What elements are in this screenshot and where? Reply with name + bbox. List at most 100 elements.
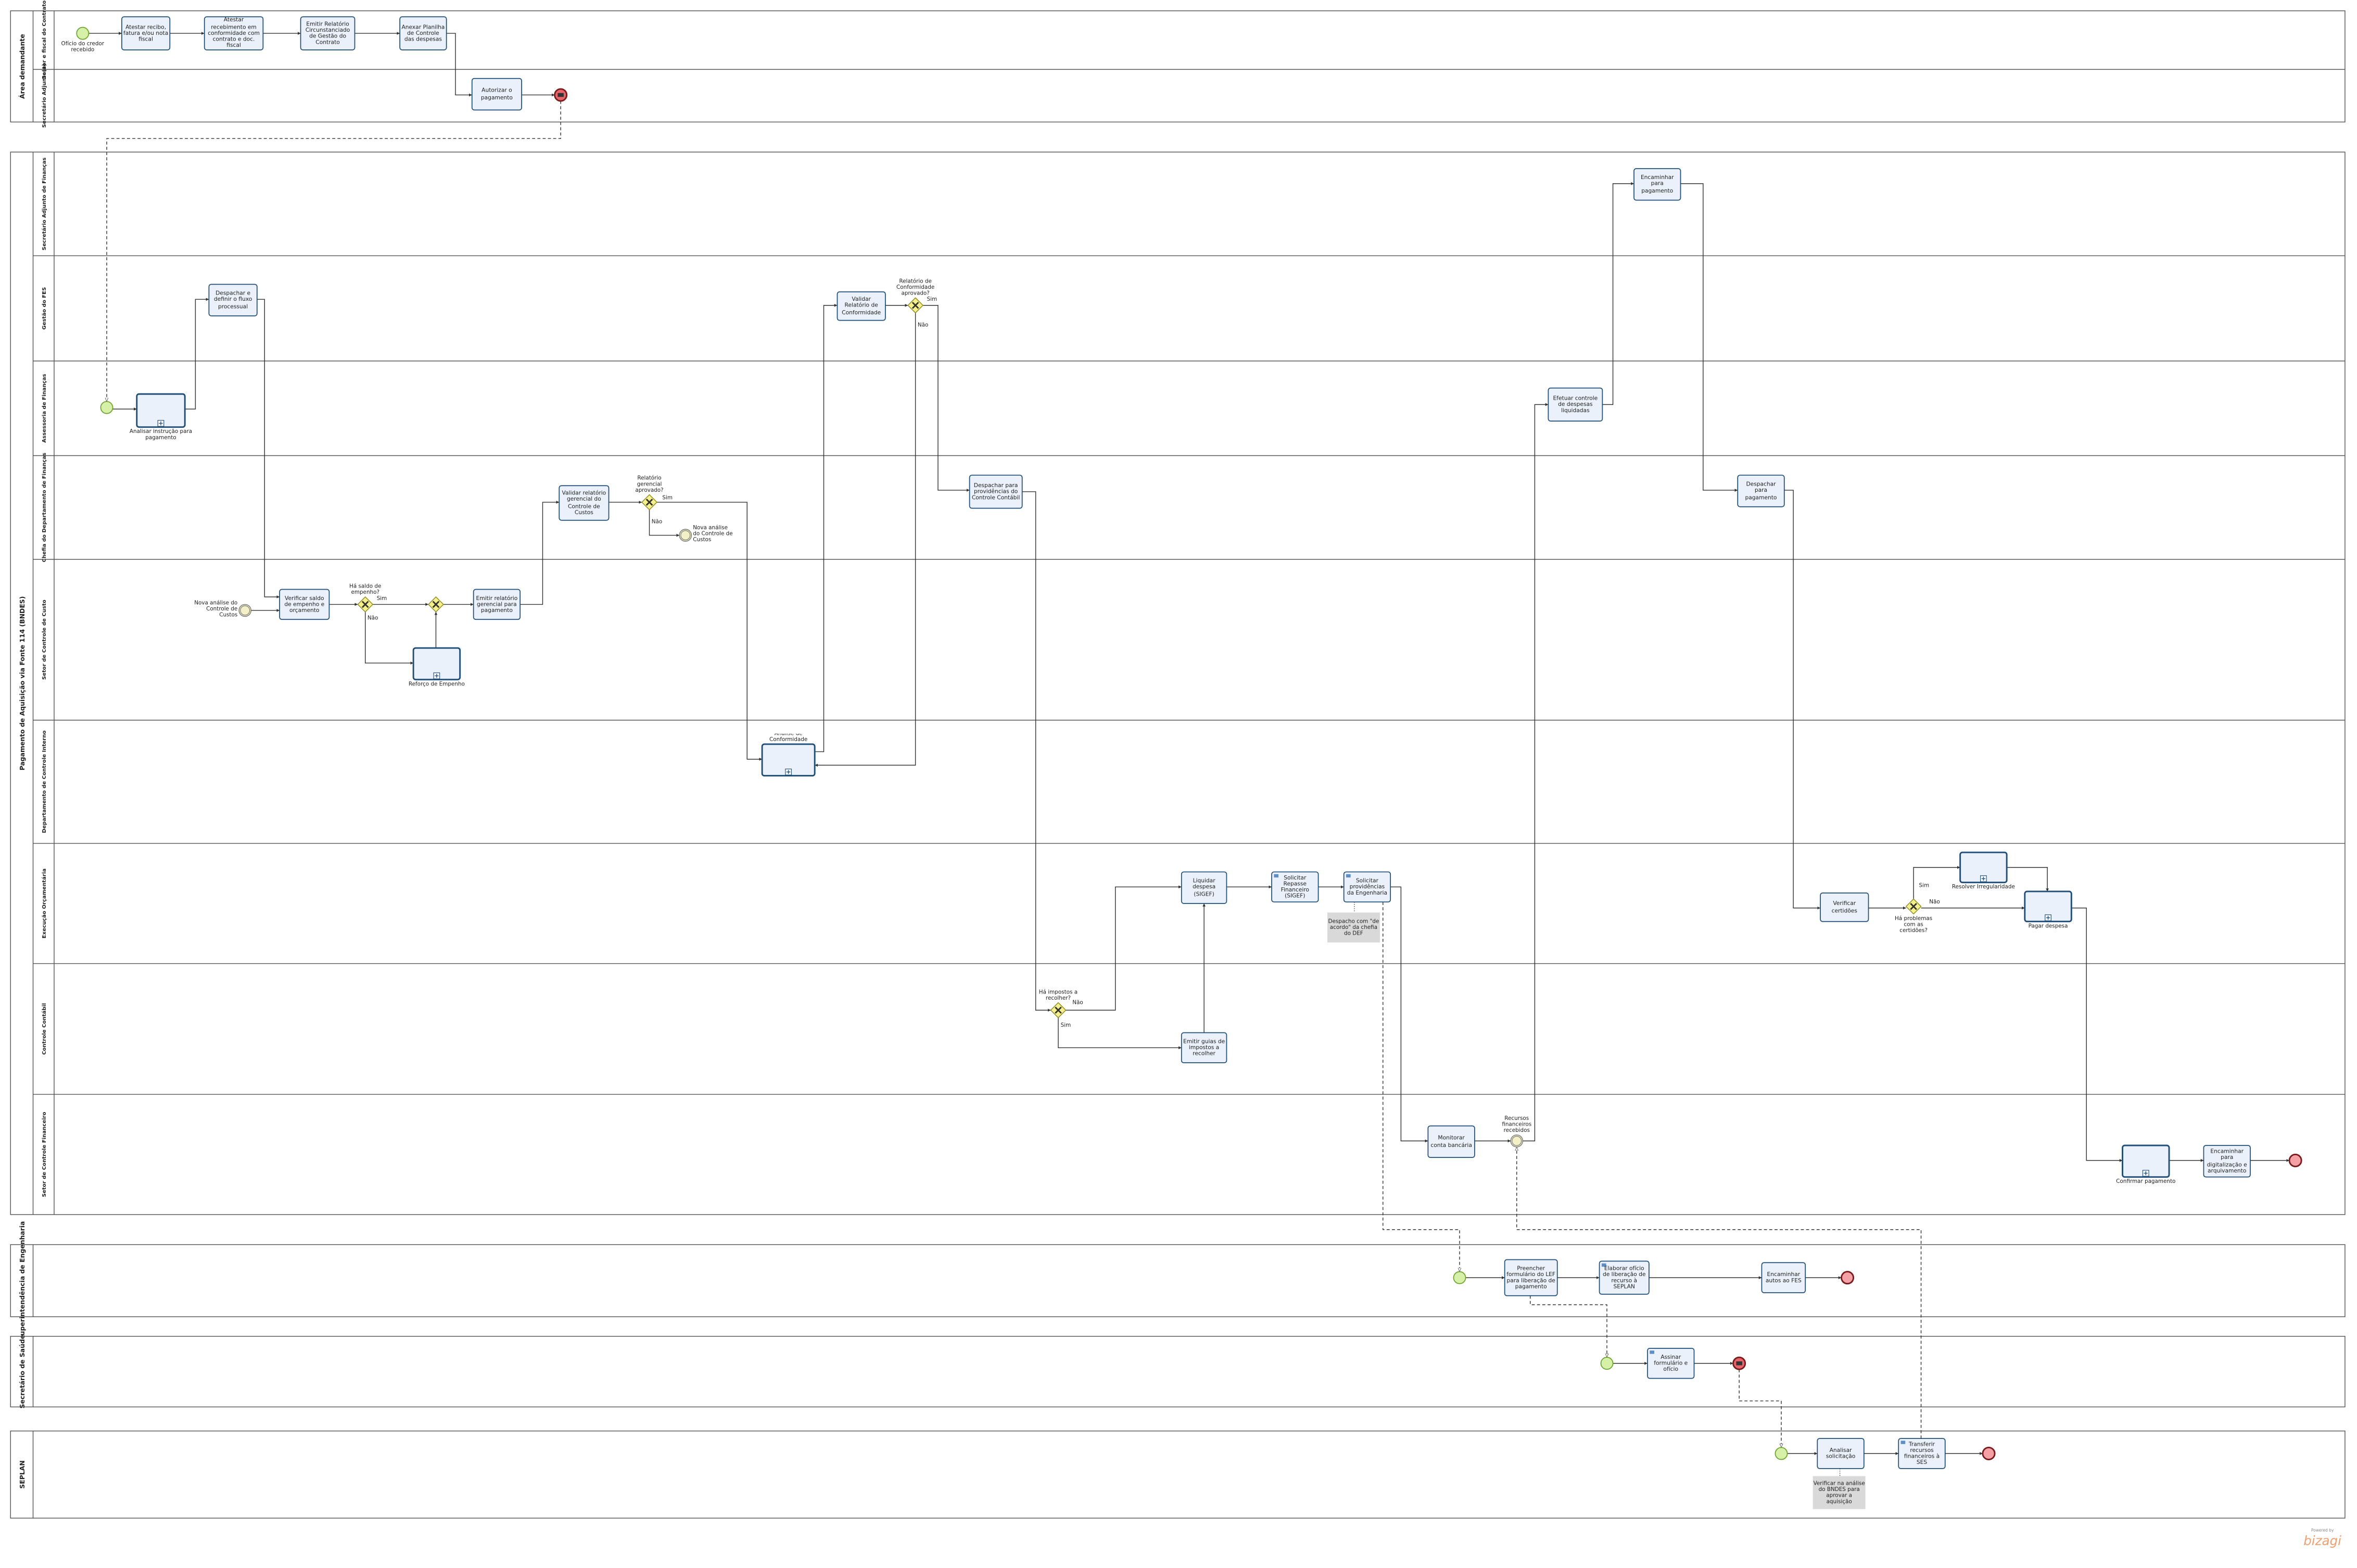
- pool: [10, 1336, 2346, 1408]
- annotation-box: Verificar na análise do BNDES para aprov…: [1813, 1476, 1866, 1509]
- subprocess-label-box: Pagar despesa: [2029, 923, 2068, 929]
- sequence-flow: [1066, 885, 1182, 1011]
- task-icon: [1900, 1440, 1906, 1444]
- task: [399, 16, 447, 50]
- task-label: Encaminhar autos ao FES: [1765, 1271, 1802, 1284]
- task-label-box: Efetuar controle de despesas liquidadas: [1553, 394, 1598, 414]
- start-event: [76, 27, 90, 40]
- flow-label: Não: [918, 322, 928, 328]
- task-label: Verificar saldo de empenho e orçamento: [284, 595, 325, 614]
- subprocess-label: Analisar instrução para pagamento: [129, 428, 193, 441]
- flow-label: Sim: [377, 595, 387, 602]
- task: [1817, 1438, 1865, 1469]
- task-label: Validar Relatório de Conformidade: [842, 296, 881, 315]
- intermediate-event: [1510, 1134, 1524, 1148]
- task-label: Analisar solicitação: [1826, 1447, 1856, 1460]
- flow-label: Não: [1072, 1000, 1083, 1006]
- pool: [10, 1244, 2346, 1317]
- end-event: [1841, 1271, 1855, 1285]
- sequence-flow: [923, 305, 970, 492]
- task: [1633, 168, 1681, 201]
- gateway-marker: [1910, 903, 1917, 910]
- task: [1181, 1032, 1227, 1064]
- event-label: Nova análise do Controle de Custos: [693, 525, 733, 543]
- task-label: Despachar e definir o fluxo processual: [213, 290, 252, 310]
- start-event: [1600, 1357, 1614, 1370]
- task-label-box: Solicitar providências da Engenharia: [1347, 877, 1388, 896]
- message-flow: [1739, 1369, 1781, 1448]
- sequence-flow: [2071, 908, 2123, 1162]
- task: [1599, 1260, 1650, 1295]
- task-label: Transferir recursos financeiros à SES: [1904, 1440, 1940, 1466]
- sequence-flow: [1680, 183, 1738, 492]
- gateway-label-box: Relatório gerencial aprovado?: [635, 474, 664, 493]
- task-label: Validar relatório gerencial do Controle …: [562, 490, 606, 516]
- gateway-label: Relatório gerencial aprovado?: [635, 474, 664, 493]
- task-label: Anexar Planilha de Controle das despesas: [401, 23, 445, 43]
- flow-label: Sim: [927, 296, 937, 302]
- task-label-box: Atestar recibo, fatura e/ou nota fiscal: [123, 24, 168, 43]
- subprocess: [1959, 851, 2008, 884]
- task-label: Solicitar Repasse Financeiro (SIGEF): [1281, 874, 1309, 900]
- brand: bizagi: [2303, 1533, 2341, 1548]
- subprocess-label-box: Resolver Irregularidade: [1952, 884, 2015, 890]
- task-label: Assinar formulário e ofício: [1654, 1354, 1688, 1373]
- pool-name: Pagamento de Aquisição via Fonte 114 (BN…: [18, 596, 26, 771]
- sequence-flow: [520, 501, 560, 605]
- collapse-plus: [786, 770, 791, 774]
- intermediate-event: [238, 604, 251, 617]
- event-label: Ofício do credor recebido: [61, 41, 105, 53]
- task: [969, 475, 1023, 509]
- task-label-box: Liquidar despesa (SIGEF): [1193, 878, 1215, 897]
- task-label: Emitir guias de impostos a recolher: [1183, 1038, 1225, 1057]
- lane-name: Secretário Adjunto de Finanças: [41, 158, 47, 251]
- task-label-box: Despachar para pagamento: [1745, 481, 1777, 501]
- task-label-box: Emitir Relatório Circunstanciado de Gest…: [306, 21, 350, 46]
- subprocess-label-box: Reforço de Empenho: [409, 681, 465, 687]
- event-label: Nova análise do Controle de Custos: [194, 600, 238, 619]
- task-label: Solicitar providências da Engenharia: [1347, 877, 1388, 896]
- task: [2203, 1145, 2251, 1178]
- sequence-flow: [815, 313, 916, 767]
- subprocess: [2024, 890, 2072, 923]
- task-label-box: Verificar saldo de empenho e orçamento: [284, 595, 325, 614]
- lane-name: Setor de Controle de Custo: [42, 600, 47, 680]
- task: [837, 291, 886, 321]
- sequence-flow: [1784, 490, 1821, 910]
- gateway-marker: [911, 301, 919, 309]
- task-label: Efetuar controle de despesas liquidadas: [1553, 394, 1598, 414]
- task: [1343, 871, 1391, 903]
- task-label-box: Elaborar ofício de liberação de recurso …: [1603, 1265, 1645, 1290]
- task: [121, 16, 171, 50]
- task-label: Despachar para pagamento: [1745, 481, 1777, 501]
- collapse-plus: [435, 673, 439, 678]
- gateway-marker: [1055, 1006, 1062, 1014]
- flow-label: Não: [1929, 899, 1940, 905]
- task-label-box: Monitorar conta bancária: [1430, 1135, 1472, 1148]
- flow-label: Não: [652, 519, 662, 525]
- task-label: Monitorar conta bancária: [1430, 1135, 1472, 1148]
- task-label: Despachar para providências do Controle …: [971, 482, 1020, 501]
- gateway-label-box: Há saldo de empenho?: [349, 583, 381, 595]
- subprocess-label: Análise de Conformidade: [769, 734, 808, 743]
- task-label: Autorizar o pagamento: [480, 87, 513, 100]
- sequence-flow: [2007, 867, 2049, 891]
- end-event: [2288, 1153, 2302, 1167]
- flow-label: Sim: [1919, 882, 1930, 888]
- task-label-box: Autorizar o pagamento: [480, 87, 513, 100]
- lane-name: Secretário Adjunto(a): [41, 63, 47, 128]
- subprocess: [412, 647, 461, 681]
- task: [1647, 1347, 1695, 1379]
- message-icon: [1736, 1361, 1742, 1366]
- sequence-flow: [365, 611, 414, 665]
- task-label-box: Emitir relatório gerencial para pagament…: [476, 595, 518, 614]
- lane-name: Controle Contábil: [41, 1003, 47, 1055]
- lane-name: Setor de Controle Financeiro: [42, 1112, 47, 1197]
- intermediate-event-inner: [680, 530, 691, 541]
- task-label: Encaminhar para pagamento: [1640, 174, 1674, 194]
- annotation: Verificar na análise do BNDES para aprov…: [1813, 1476, 1866, 1509]
- event-label-box: Nova análise do Controle de Custos: [194, 600, 238, 619]
- lane-name: Gestão do FES: [42, 287, 47, 330]
- flow-label: Sim: [662, 494, 673, 501]
- task-icon: [1650, 1350, 1654, 1354]
